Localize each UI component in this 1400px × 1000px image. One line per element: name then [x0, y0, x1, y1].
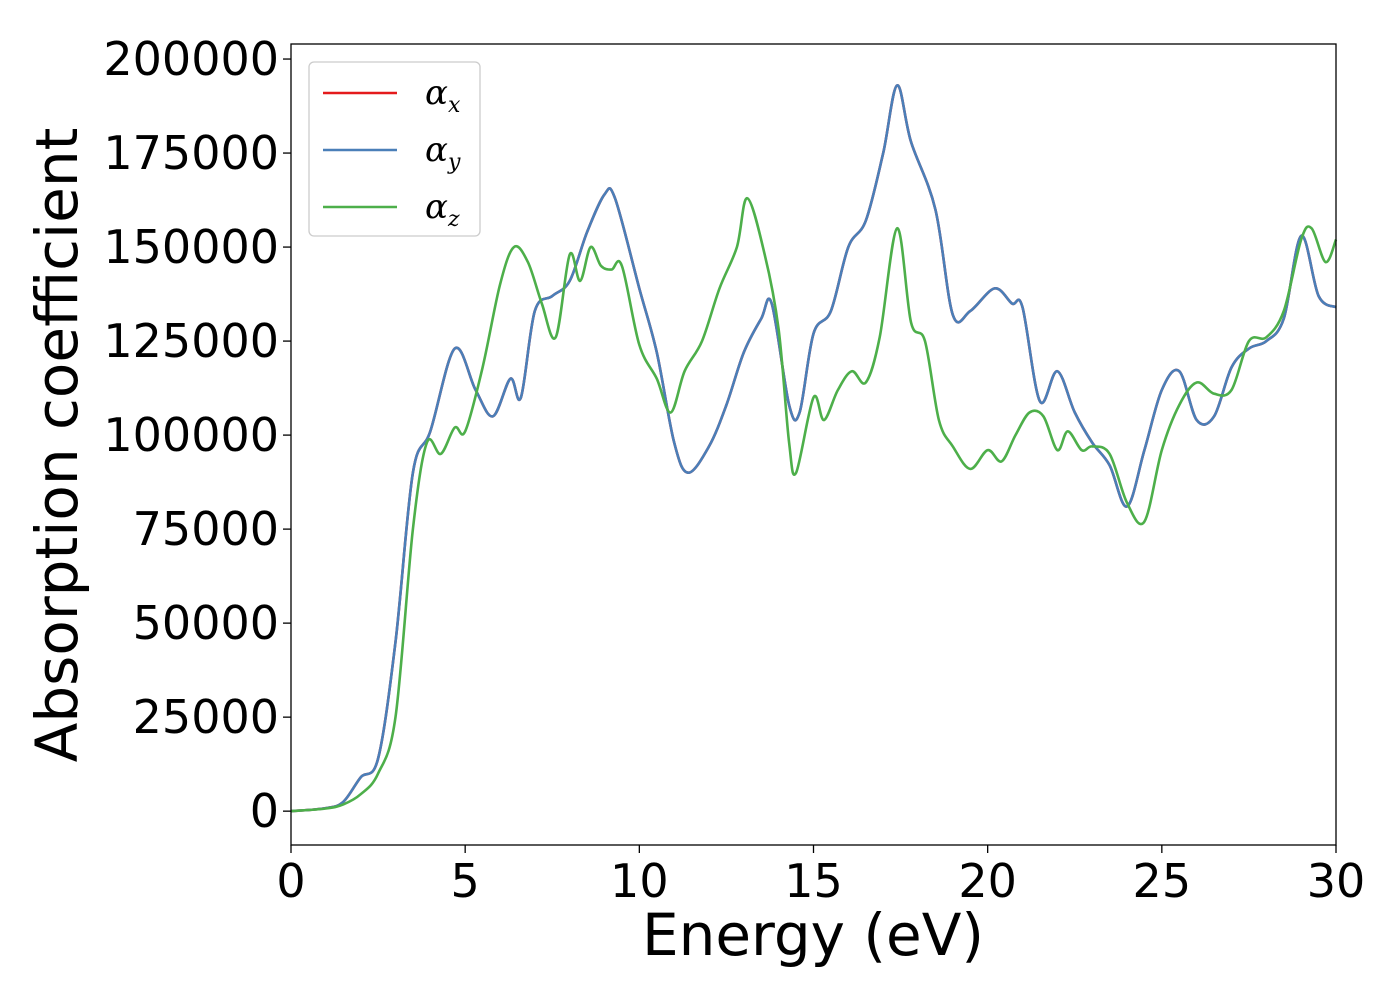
x-tick-label: 15 — [784, 854, 843, 908]
x-axis: 0 5 10 15 20 25 30 — [276, 845, 1365, 908]
legend-label-y: αy — [425, 130, 461, 175]
y-axis: 0 25000 50000 75000 100000 125000 150000 175000… — [103, 32, 291, 838]
legend-label-x: αx — [425, 73, 461, 118]
y-axis-title: Absorption coefficient — [23, 128, 91, 763]
legend: αx αy αz — [308, 61, 481, 237]
x-tick-label: 5 — [451, 854, 480, 908]
x-tick-label: 20 — [958, 854, 1017, 908]
y-tick-label: 200000 — [103, 32, 279, 86]
y-tick-label: 125000 — [103, 314, 279, 368]
x-tick-label: 25 — [1133, 854, 1192, 908]
series-line-z — [290, 196, 1338, 813]
y-tick-label: 75000 — [133, 502, 279, 556]
y-tick-label: 25000 — [133, 690, 279, 744]
x-tick-label: 10 — [610, 854, 669, 908]
legend-label-z: αz — [425, 187, 460, 232]
y-tick-label: 175000 — [103, 126, 279, 180]
y-tick-label: 50000 — [133, 596, 279, 650]
x-tick-label: 30 — [1307, 854, 1366, 908]
x-axis-title: Energy (eV) — [642, 901, 984, 969]
y-tick-label: 0 — [250, 784, 279, 838]
y-tick-label: 150000 — [103, 220, 279, 274]
series-layer — [290, 84, 1338, 813]
y-tick-label: 100000 — [103, 408, 279, 462]
x-tick-label: 0 — [276, 854, 305, 908]
series-line-y — [290, 84, 1337, 813]
